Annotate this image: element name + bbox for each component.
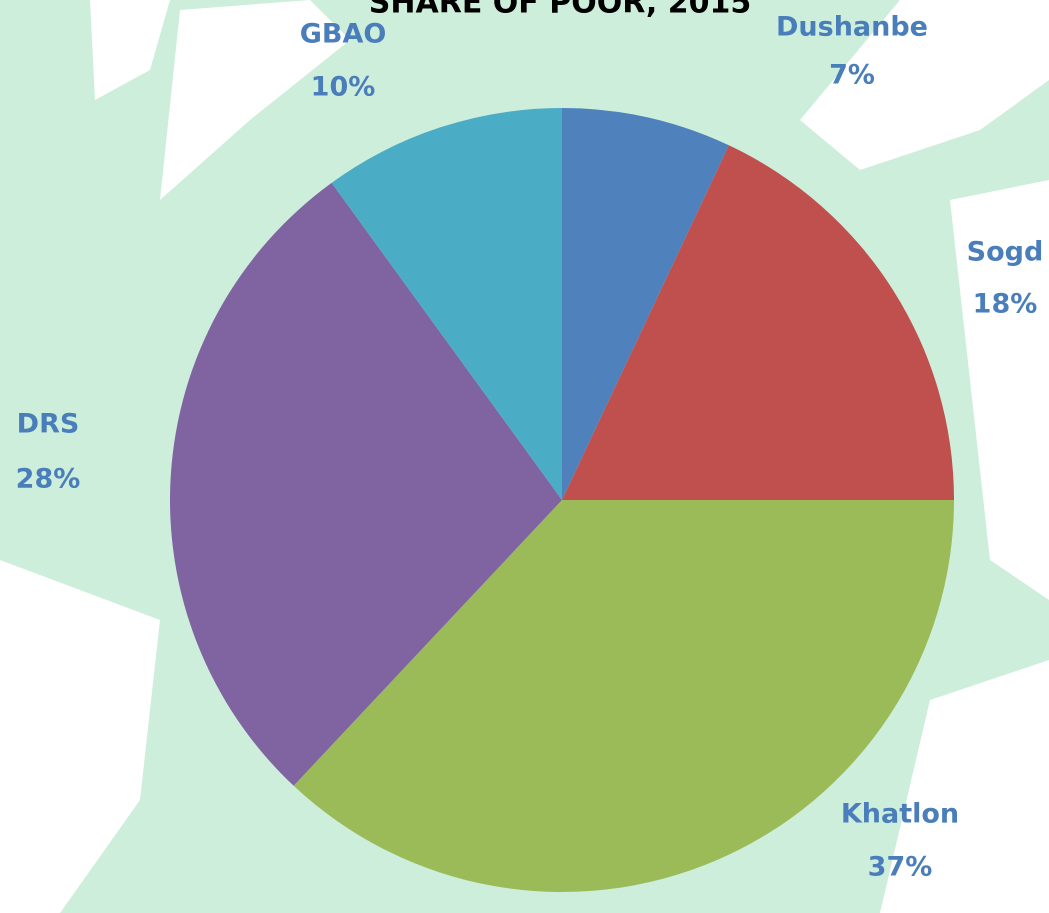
map-shape [0,560,160,913]
value-label: 18% [973,289,1038,320]
slice-label: Dushanbe [776,12,928,43]
value-label: 7% [829,60,875,91]
chart-title: SHARE OF POOR, 2015 [369,0,751,21]
map-shape [880,660,1049,913]
value-label: 37% [868,852,933,883]
pie-slice [562,108,729,500]
slice-label: DRS [17,409,80,440]
map-shape [950,180,1049,600]
pie-slice [562,145,954,500]
map-shape [160,0,350,200]
slice-label: GBAO [300,19,387,50]
pie-slice [331,108,562,500]
slice-label: Khatlon [841,799,959,830]
slice-label: Sogd [967,237,1044,268]
pie-slice [293,500,954,892]
map-shape [90,0,170,100]
map-shape [800,0,1049,170]
value-label: 28% [16,464,81,495]
value-label: 10% [311,72,376,103]
pie-slice [170,182,562,786]
